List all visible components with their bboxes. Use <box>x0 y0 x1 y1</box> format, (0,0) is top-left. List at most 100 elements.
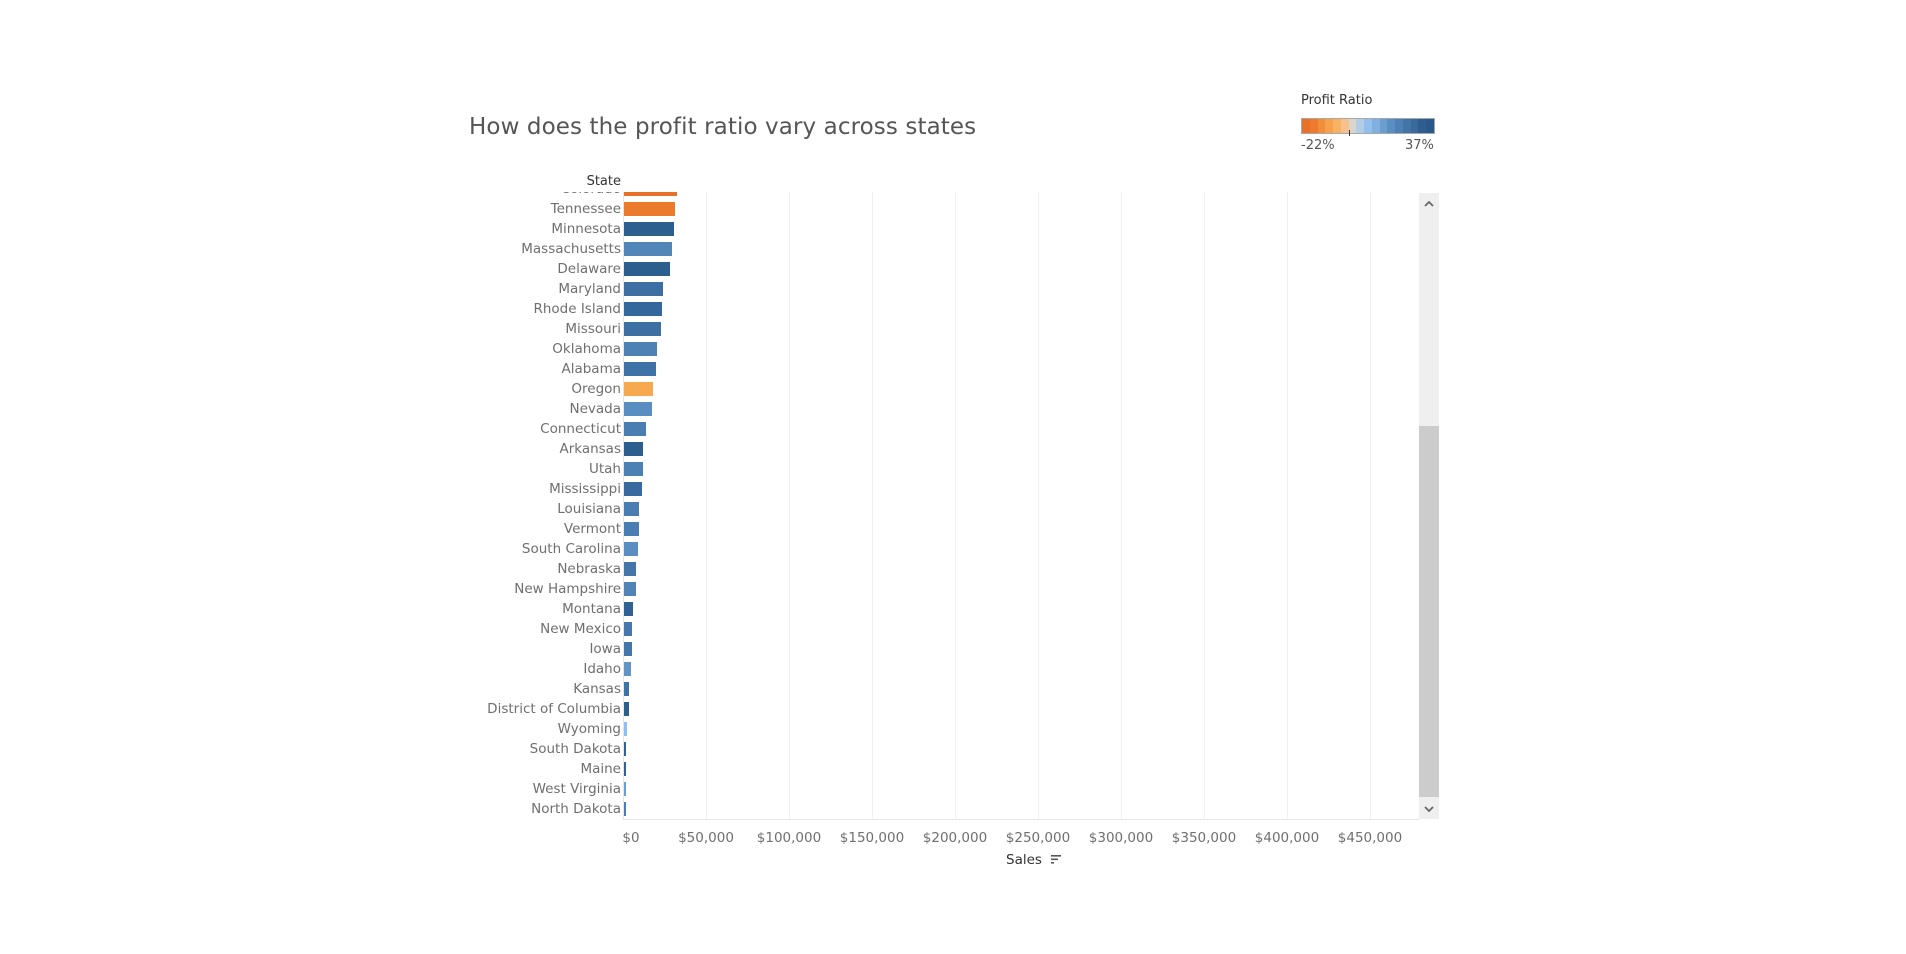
bar-maine[interactable] <box>624 762 626 776</box>
y-tick-label[interactable]: Delaware <box>557 261 621 277</box>
chevron-down-icon <box>1424 805 1434 812</box>
y-tick-label[interactable]: Arkansas <box>559 441 621 457</box>
gridline <box>1038 192 1039 819</box>
vertical-scrollbar[interactable] <box>1419 193 1439 819</box>
scroll-up-button[interactable] <box>1419 193 1439 213</box>
bar-louisiana[interactable] <box>624 502 639 516</box>
y-tick-label[interactable]: Connecticut <box>540 421 621 437</box>
bar-iowa[interactable] <box>624 642 632 656</box>
bar-idaho[interactable] <box>624 662 631 676</box>
y-tick-label[interactable]: Oregon <box>571 381 621 397</box>
bar-missouri[interactable] <box>624 322 661 336</box>
y-tick-label[interactable]: Massachusetts <box>521 241 621 257</box>
bar-district-of-columbia[interactable] <box>624 702 629 716</box>
x-tick-label: $450,000 <box>1337 830 1403 846</box>
bar-new-mexico[interactable] <box>624 622 632 636</box>
y-tick-label[interactable]: Utah <box>588 461 621 477</box>
y-tick-label[interactable]: Iowa <box>589 641 621 657</box>
y-tick-label[interactable]: Maryland <box>558 281 621 297</box>
chart-title: How does the profit ratio vary across st… <box>469 114 977 140</box>
legend-min-label: -22% <box>1301 138 1335 153</box>
y-tick-label[interactable]: Kansas <box>573 681 621 697</box>
gridline <box>1121 192 1122 819</box>
y-tick-label[interactable]: Louisiana <box>557 501 621 517</box>
bar-maryland[interactable] <box>624 282 663 296</box>
bar-south-carolina[interactable] <box>624 542 638 556</box>
legend-color-step <box>1426 119 1435 133</box>
y-tick-label[interactable]: South Dakota <box>529 741 621 757</box>
legend-color-step <box>1364 119 1372 133</box>
bar-oklahoma[interactable] <box>624 342 657 356</box>
scrollbar-thumb[interactable] <box>1419 426 1439 797</box>
bar-north-dakota[interactable] <box>624 802 626 816</box>
y-axis-labels: Colorado Tennessee Minnesota Massachusetts D… <box>470 192 621 819</box>
y-tick-label[interactable]: New Mexico <box>540 621 621 637</box>
bar-kansas[interactable] <box>624 682 629 696</box>
legend-color-step <box>1387 119 1396 133</box>
bar-nevada[interactable] <box>624 402 652 416</box>
y-tick-label[interactable]: District of Columbia <box>487 701 621 717</box>
bar-wyoming[interactable] <box>624 722 627 736</box>
y-tick-label[interactable]: Maine <box>580 761 621 777</box>
y-tick-label[interactable]: Nevada <box>569 401 621 417</box>
bar-west-virginia[interactable] <box>624 782 626 796</box>
x-tick-label: $250,000 <box>1005 830 1071 846</box>
legend-color-step <box>1379 119 1388 133</box>
x-tick-label: $0 <box>622 830 640 846</box>
gridline <box>1204 192 1205 819</box>
bar-minnesota[interactable] <box>624 222 674 236</box>
y-tick-label[interactable]: Wyoming <box>557 721 621 737</box>
legend-max-label: 37% <box>1405 138 1434 153</box>
gridline <box>955 192 956 819</box>
legend-color-step <box>1402 119 1411 133</box>
bar-montana[interactable] <box>624 602 633 616</box>
bar-alabama[interactable] <box>624 362 656 376</box>
legend-title: Profit Ratio <box>1301 93 1373 108</box>
y-tick-label[interactable]: South Carolina <box>521 541 621 557</box>
legend-color-step <box>1317 119 1326 133</box>
bar-rhode-island[interactable] <box>624 302 662 316</box>
y-tick-label[interactable]: Vermont <box>563 521 621 537</box>
bar-utah[interactable] <box>624 462 643 476</box>
y-tick-label[interactable]: Mississippi <box>549 481 621 497</box>
bar-oregon[interactable] <box>624 382 653 396</box>
y-tick-label[interactable]: Montana <box>562 601 621 617</box>
bar-nebraska[interactable] <box>624 562 636 576</box>
x-tick-label: $150,000 <box>839 830 905 846</box>
legend-color-step <box>1418 119 1427 133</box>
y-tick-label[interactable]: Minnesota <box>551 221 621 237</box>
bar-new-hampshire[interactable] <box>624 582 636 596</box>
x-tick-label: $50,000 <box>678 830 734 846</box>
scroll-down-button[interactable] <box>1419 799 1439 819</box>
y-tick-label[interactable]: Oklahoma <box>552 341 621 357</box>
bar-connecticut[interactable] <box>624 422 646 436</box>
legend-color-step <box>1309 119 1318 133</box>
legend-zero-tick <box>1349 130 1350 136</box>
x-tick-label: $400,000 <box>1254 830 1320 846</box>
x-axis-title[interactable]: Sales <box>1006 852 1062 868</box>
y-tick-label[interactable]: New Hampshire <box>514 581 621 597</box>
bar-tennessee[interactable] <box>624 202 675 216</box>
y-tick-label[interactable]: Missouri <box>565 321 621 337</box>
y-tick-label[interactable]: Rhode Island <box>533 301 621 317</box>
y-tick-label[interactable]: North Dakota <box>531 801 621 817</box>
legend-color-step <box>1340 119 1349 133</box>
sort-descending-icon[interactable] <box>1051 852 1062 868</box>
y-axis-header[interactable]: State <box>586 174 621 189</box>
y-tick-label[interactable]: West Virginia <box>532 781 621 797</box>
legend-color-step <box>1325 119 1334 133</box>
y-tick-label[interactable]: Tennessee <box>550 201 621 217</box>
bar-mississippi[interactable] <box>624 482 642 496</box>
bar-arkansas[interactable] <box>624 442 643 456</box>
bar-south-dakota[interactable] <box>624 742 626 756</box>
bar-massachusetts[interactable] <box>624 242 672 256</box>
y-tick-label[interactable]: Nebraska <box>557 561 621 577</box>
y-tick-label[interactable]: Idaho <box>583 661 621 677</box>
bar-colorado[interactable] <box>624 192 677 196</box>
y-tick-label[interactable]: Alabama <box>561 361 621 377</box>
bar-vermont[interactable] <box>624 522 639 536</box>
y-tick-label[interactable]: Colorado <box>561 192 621 199</box>
color-legend-gradient[interactable] <box>1301 118 1435 134</box>
gridline <box>706 192 707 819</box>
bar-delaware[interactable] <box>624 262 670 276</box>
